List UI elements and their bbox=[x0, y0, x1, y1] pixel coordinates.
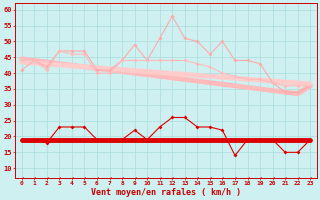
X-axis label: Vent moyen/en rafales ( km/h ): Vent moyen/en rafales ( km/h ) bbox=[91, 188, 241, 197]
